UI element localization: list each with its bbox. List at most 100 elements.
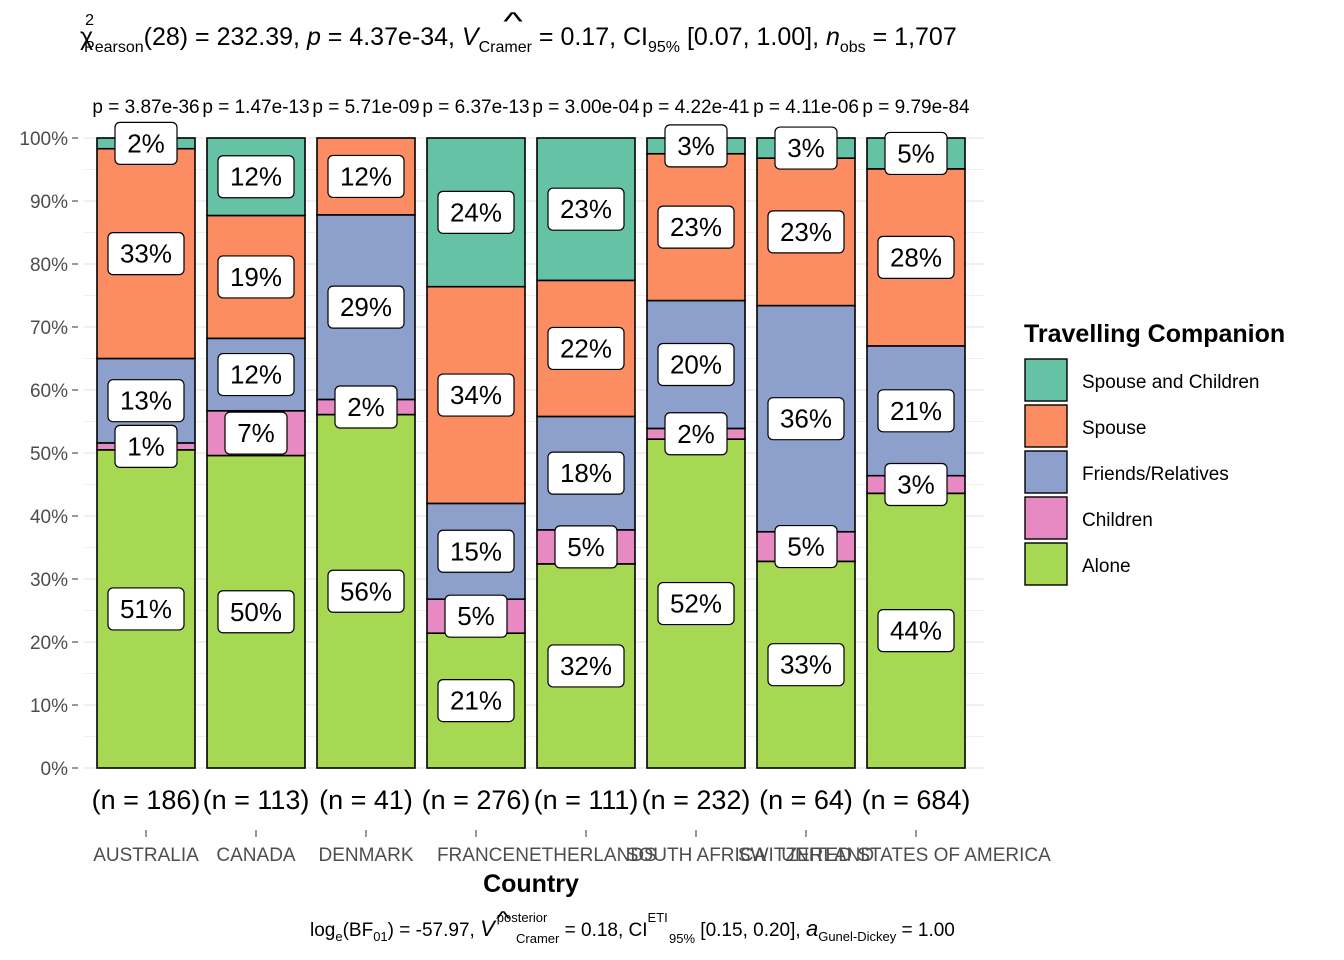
segment-label-box bbox=[767, 643, 845, 687]
segment-label: 32% bbox=[547, 644, 625, 688]
legend-swatch bbox=[1024, 404, 1068, 448]
y-tick-label: 50% bbox=[30, 444, 68, 465]
segment-label: 34% bbox=[437, 373, 515, 417]
caption-ci-sub: 95% bbox=[669, 931, 695, 946]
segment-label: 33% bbox=[107, 232, 185, 276]
caption-bf-val: ) = -57.97, bbox=[388, 920, 480, 941]
segment-label: 19% bbox=[217, 255, 295, 299]
segment-label-text: 2% bbox=[677, 419, 715, 449]
x-tick-label: UNITED STATES OF AMERICA bbox=[781, 845, 1051, 866]
segment-label-text: 34% bbox=[450, 380, 502, 410]
y-axis: 0% 10% 20% 30% 40% 50% 60% 70% 80% 90% 100% bbox=[19, 129, 78, 780]
segment-label-box bbox=[767, 397, 845, 441]
segment-label-box bbox=[547, 451, 625, 495]
segment-label-text: 20% bbox=[670, 349, 722, 379]
segment-label-box bbox=[437, 529, 515, 573]
segment-label: 3% bbox=[884, 462, 948, 507]
segment-label-text: 18% bbox=[560, 458, 612, 488]
segment-label-text: 32% bbox=[560, 651, 612, 681]
segment-label: 24% bbox=[437, 190, 515, 234]
y-tick-label: 100% bbox=[19, 129, 68, 150]
segment-label-box bbox=[657, 342, 735, 387]
n-count-label: (n = 276) bbox=[422, 785, 531, 815]
segment-label-box bbox=[877, 609, 955, 653]
segment-label-text: 15% bbox=[450, 536, 502, 566]
segment-label-text: 5% bbox=[787, 532, 825, 562]
subtitle-v-sub: Cramer bbox=[479, 39, 533, 56]
y-tick-label: 90% bbox=[30, 192, 68, 213]
segment-label: 12% bbox=[217, 352, 295, 397]
segment-label-text: 33% bbox=[780, 650, 832, 680]
subtitle-n-sub: obs bbox=[840, 39, 866, 56]
segment-label: 5% bbox=[884, 131, 948, 176]
legend-swatch bbox=[1024, 358, 1068, 402]
segment-label: 1% bbox=[114, 424, 178, 468]
segment-label: 23% bbox=[547, 187, 625, 231]
segment-label-text: 3% bbox=[787, 133, 825, 163]
p-value-label: p = 5.71e-09 bbox=[312, 97, 419, 118]
caption-a-sym: a bbox=[806, 916, 818, 941]
segment-label-text: 1% bbox=[127, 431, 165, 461]
x-tick-label: NETHERLANDS bbox=[515, 845, 656, 866]
n-count-label: (n = 684) bbox=[862, 785, 971, 815]
p-value-label: p = 4.22e-41 bbox=[642, 97, 749, 118]
segment-label-text: 5% bbox=[897, 138, 935, 168]
segment-label: 21% bbox=[877, 389, 955, 433]
segment-label-text: 50% bbox=[230, 597, 282, 627]
segment-label-text: 13% bbox=[120, 386, 172, 416]
p-value-label: p = 3.00e-04 bbox=[532, 97, 640, 118]
segment-label: 2% bbox=[334, 385, 398, 429]
n-count-label: (n = 113) bbox=[203, 785, 310, 815]
y-tick-label: 10% bbox=[30, 696, 68, 717]
segment-label-box bbox=[327, 154, 405, 199]
n-count-label: (n = 111) bbox=[534, 785, 639, 815]
y-tick-label: 60% bbox=[30, 381, 68, 402]
caption-log: log bbox=[310, 920, 335, 941]
segment-label-box bbox=[327, 285, 405, 329]
segment-label: 21% bbox=[437, 678, 515, 723]
subtitle-n-val: = 1,707 bbox=[866, 23, 957, 51]
segment-label-box bbox=[114, 121, 178, 165]
segment-label-text: 56% bbox=[340, 576, 392, 606]
segment-label-box bbox=[217, 255, 295, 299]
segment-label: 28% bbox=[877, 235, 955, 279]
segment-label-text: 5% bbox=[567, 532, 605, 562]
caption-ci-val: [0.15, 0.20], bbox=[695, 920, 806, 941]
segment-label-text: 24% bbox=[450, 197, 502, 227]
segment-label-box bbox=[884, 131, 948, 176]
n-labels: (n = 186) (n = 113) (n = 41) (n = 276) (n = … bbox=[92, 785, 971, 815]
segment-label-text: 52% bbox=[670, 589, 722, 619]
p-value-label: p = 9.79e-84 bbox=[862, 97, 970, 118]
caption-a-sub: Gunel-Dickey bbox=[818, 929, 897, 944]
segment-label: 3% bbox=[664, 124, 728, 168]
segment-label: 5% bbox=[444, 594, 508, 638]
segment-label: 23% bbox=[767, 210, 845, 254]
subtitle-ci-val: [0.07, 1.00], bbox=[680, 23, 826, 51]
segment-label-box bbox=[774, 126, 838, 170]
segment-label-box bbox=[547, 187, 625, 231]
segment-label: 18% bbox=[547, 451, 625, 495]
caption-v-sym: V bbox=[480, 916, 497, 941]
x-tick-label: FRANCE bbox=[437, 845, 515, 866]
segment-label-box bbox=[437, 190, 515, 234]
segment-label-text: 5% bbox=[457, 601, 495, 631]
segment-label: 36% bbox=[767, 397, 845, 441]
p-labels: p = 3.87e-36 p = 1.47e-13 p = 5.71e-09 p = … bbox=[92, 97, 970, 118]
x-tick-label: SOUTH AFRICA bbox=[626, 845, 767, 866]
segment-label-text: 23% bbox=[780, 217, 832, 247]
caption-v-sup: posterior bbox=[497, 910, 548, 925]
segment-label-text: 3% bbox=[677, 131, 715, 161]
legend-label: Children bbox=[1082, 510, 1153, 531]
legend-label: Spouse and Children bbox=[1082, 372, 1259, 393]
segment-label-text: 3% bbox=[897, 470, 935, 500]
segment-label-box bbox=[657, 581, 735, 626]
segment-label-box bbox=[547, 644, 625, 688]
segment-label: 44% bbox=[877, 609, 955, 653]
segment-label-box bbox=[884, 462, 948, 507]
legend-label: Spouse bbox=[1082, 418, 1146, 439]
segment-label-box bbox=[114, 424, 178, 468]
segment-label-text: 22% bbox=[560, 333, 612, 363]
x-tick-label: CANADA bbox=[216, 845, 296, 866]
